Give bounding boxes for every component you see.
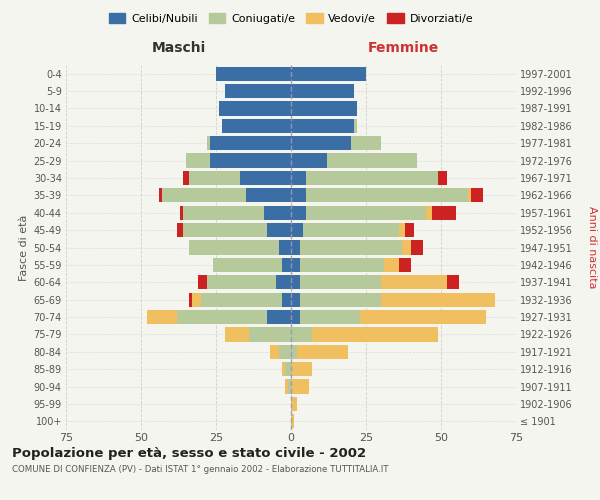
Bar [270,344,279,359]
Bar [225,84,291,98]
Bar [300,310,360,324]
Bar [210,154,291,168]
Bar [432,206,456,220]
Bar [207,275,276,289]
Bar [291,362,312,376]
Bar [327,154,417,168]
Bar [282,362,285,376]
Bar [219,102,291,116]
Bar [306,171,438,185]
Bar [291,102,357,116]
Bar [447,275,459,289]
Bar [177,310,267,324]
Bar [402,240,411,254]
Bar [405,223,414,237]
Bar [291,171,306,185]
Bar [186,154,210,168]
Bar [438,171,447,185]
Bar [276,275,291,289]
Bar [213,258,282,272]
Bar [282,292,291,307]
Bar [306,188,468,202]
Bar [291,380,309,394]
Bar [381,275,447,289]
Bar [291,275,300,289]
Bar [207,136,210,150]
Bar [306,206,426,220]
Bar [291,258,300,272]
Bar [384,258,399,272]
Bar [285,362,291,376]
Bar [177,223,183,237]
Y-axis label: Anni di nascita: Anni di nascita [587,206,597,289]
Bar [183,223,267,237]
Bar [354,118,357,133]
Bar [291,206,306,220]
Bar [303,223,399,237]
Text: Maschi: Maschi [151,42,206,56]
Bar [183,206,264,220]
Bar [240,171,291,185]
Bar [411,240,423,254]
Y-axis label: Fasce di età: Fasce di età [19,214,29,280]
Bar [399,258,411,272]
Bar [225,328,249,342]
Bar [291,292,300,307]
Bar [189,171,240,185]
Bar [291,310,300,324]
Bar [279,344,291,359]
Bar [399,223,405,237]
Bar [291,154,327,168]
Bar [183,171,189,185]
Bar [291,328,312,342]
Bar [300,258,384,272]
Bar [246,188,291,202]
Bar [426,206,432,220]
Bar [285,380,288,394]
Bar [279,240,291,254]
Bar [291,344,297,359]
Bar [300,275,381,289]
Bar [291,66,366,81]
Bar [468,188,471,202]
Bar [312,328,438,342]
Bar [291,188,306,202]
Bar [180,206,183,220]
Bar [249,328,291,342]
Bar [300,292,381,307]
Bar [147,310,177,324]
Bar [291,223,303,237]
Bar [471,188,483,202]
Bar [291,240,300,254]
Bar [267,223,291,237]
Bar [282,258,291,272]
Legend: Celibi/Nubili, Coniugati/e, Vedovi/e, Divorziati/e: Celibi/Nubili, Coniugati/e, Vedovi/e, Di… [104,8,478,28]
Bar [291,84,354,98]
Bar [159,188,162,202]
Bar [288,380,291,394]
Bar [381,292,495,307]
Bar [162,188,246,202]
Text: Femmine: Femmine [368,42,439,56]
Text: COMUNE DI CONFIENZA (PV) - Dati ISTAT 1° gennaio 2002 - Elaborazione TUTTITALIA.: COMUNE DI CONFIENZA (PV) - Dati ISTAT 1°… [12,466,389,474]
Bar [210,136,291,150]
Bar [291,414,294,428]
Bar [189,240,279,254]
Bar [201,292,282,307]
Bar [297,344,348,359]
Bar [300,240,402,254]
Bar [291,136,351,150]
Bar [189,292,192,307]
Bar [222,118,291,133]
Bar [351,136,381,150]
Bar [291,397,297,411]
Bar [192,292,201,307]
Text: Popolazione per età, sesso e stato civile - 2002: Popolazione per età, sesso e stato civil… [12,448,366,460]
Bar [360,310,486,324]
Bar [216,66,291,81]
Bar [264,206,291,220]
Bar [198,275,207,289]
Bar [291,118,354,133]
Bar [267,310,291,324]
